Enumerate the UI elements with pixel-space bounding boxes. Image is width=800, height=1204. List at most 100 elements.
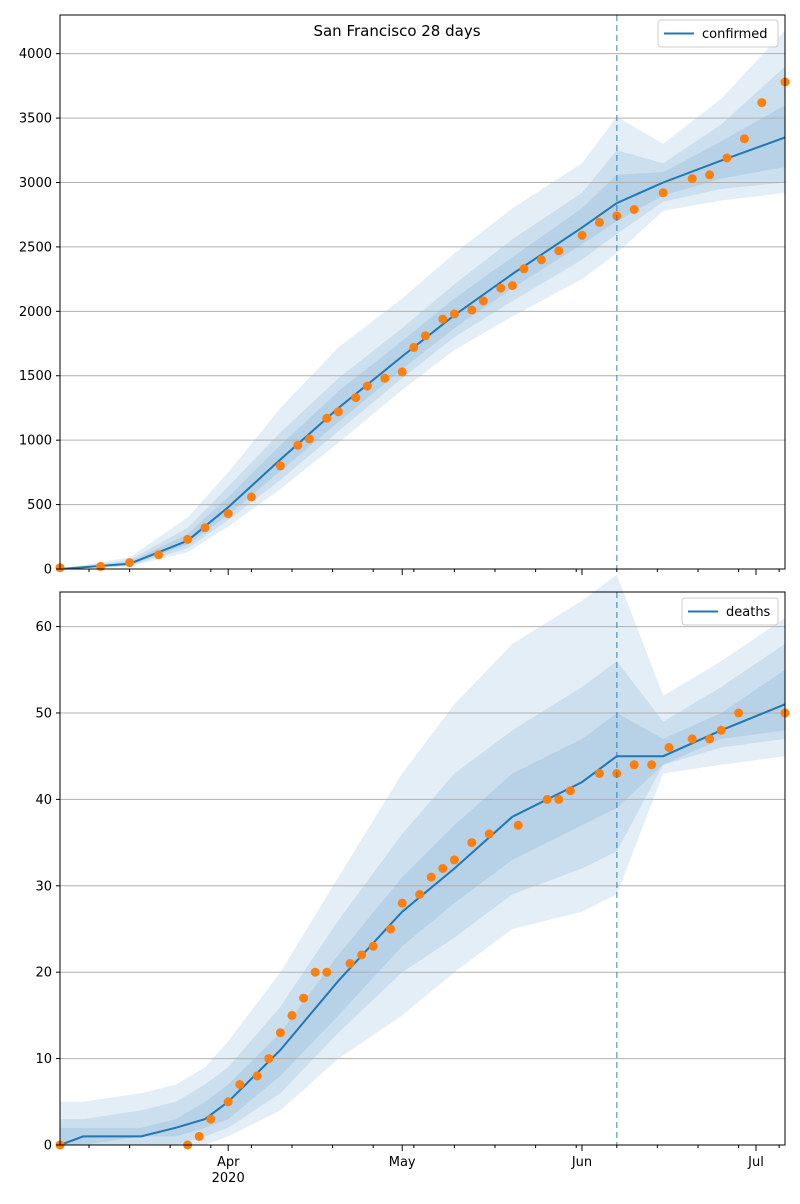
confirmed-y-tick-label: 4000: [19, 47, 52, 62]
confirmed-observed-point: [577, 230, 587, 240]
confirmed-y-axis: 0 500 1000 1500 2000 2500 3000 3500 4000: [19, 47, 60, 578]
deaths-observed-points: [55, 708, 790, 1150]
confirmed-y-tick-label: 3000: [19, 176, 52, 191]
confirmed-plot-border: [59, 14, 786, 570]
confirmed-observed-point: [409, 342, 419, 352]
deaths-y-tick-label: 50: [35, 706, 52, 721]
deaths-observed-point: [734, 708, 744, 718]
confirmed-observed-point: [594, 217, 604, 227]
confirmed-observed-point: [200, 523, 210, 533]
deaths-observed-point: [449, 855, 459, 865]
confirmed-observed-point: [304, 434, 314, 444]
deaths-legend: deaths: [681, 597, 779, 626]
confirmed-axes-frame: [59, 14, 786, 570]
deaths-plot-border: [59, 591, 786, 1146]
confirmed-observed-point: [467, 305, 477, 315]
deaths-observed-point: [264, 1054, 274, 1064]
confirmed-observed-point: [351, 393, 361, 403]
confirmed-observed-point: [293, 440, 303, 450]
confirmed-band-1: [60, 30, 785, 569]
deaths-band-3: [60, 669, 785, 1145]
deaths-observed-point: [484, 829, 494, 839]
confirmed-observed-point: [333, 407, 343, 417]
confirmed-observed-point: [757, 98, 767, 108]
deaths-observed-point: [647, 760, 657, 770]
deaths-observed-point: [386, 924, 396, 934]
deaths-observed-point: [565, 786, 575, 796]
confirmed-observed-point: [658, 188, 668, 198]
deaths-observed-point: [397, 898, 407, 908]
deaths-observed-point: [194, 1131, 204, 1141]
confirmed-chart: 0 500 1000 1500 2000 2500 3000 3500 4000 San Fra…: [19, 14, 790, 578]
deaths-y-tick-label: 20: [35, 966, 52, 981]
legend-label-confirmed: confirmed: [702, 27, 768, 42]
deaths-y-axis: 0 10 20 30 40 50 60: [35, 620, 60, 1154]
confirmed-observed-point: [449, 309, 459, 319]
confirmed-observed-point: [507, 281, 517, 291]
confirmed-observed-point: [223, 509, 233, 519]
deaths-y-tick-label: 0: [44, 1139, 52, 1154]
deaths-x-tick-label: May: [389, 1155, 416, 1170]
confirmed-observed-point: [478, 296, 488, 306]
confirmed-observed-point: [554, 246, 564, 256]
confirmed-observed-point: [629, 205, 639, 214]
confirmed-band-2: [60, 66, 785, 569]
deaths-observed-point: [554, 794, 564, 804]
confirmed-observed-points: [55, 77, 790, 573]
deaths-x-tick-label: Jul: [747, 1155, 764, 1170]
chart-title: San Francisco 28 days: [313, 22, 480, 40]
deaths-observed-point: [542, 794, 552, 804]
deaths-observed-point: [299, 993, 309, 1003]
confirmed-x-axis: [88, 569, 780, 575]
deaths-axes-frame: [59, 591, 786, 1146]
deaths-observed-point: [426, 872, 436, 882]
confirmed-observed-point: [438, 314, 448, 324]
confirmed-y-tick-label: 0: [44, 563, 52, 578]
deaths-x-tick-label: Jun: [571, 1155, 592, 1170]
deaths-observed-point: [629, 760, 639, 770]
confirmed-observed-point: [536, 255, 546, 265]
deaths-observed-point: [223, 1097, 233, 1107]
deaths-observed-point: [310, 967, 320, 977]
confirmed-observed-point: [519, 264, 529, 274]
deaths-observed-point: [275, 1028, 285, 1038]
confirmed-observed-point: [154, 550, 164, 560]
confirmed-y-tick-label: 3500: [19, 112, 52, 127]
deaths-observed-point: [206, 1114, 216, 1124]
deaths-observed-point: [322, 967, 332, 977]
deaths-observed-point: [438, 864, 448, 873]
confirmed-observed-point: [739, 134, 749, 144]
deaths-y-tick-label: 60: [35, 620, 52, 635]
confirmed-y-tick-label: 1500: [19, 369, 52, 384]
deaths-band-1: [60, 574, 785, 1145]
deaths-y-tick-label: 10: [35, 1052, 52, 1067]
deaths-observed-point: [687, 734, 697, 744]
deaths-y-tick-label: 30: [35, 879, 52, 894]
deaths-observed-point: [594, 769, 604, 778]
confirmed-observed-point: [420, 331, 430, 341]
deaths-observed-point: [415, 889, 425, 899]
deaths-observed-point: [467, 838, 477, 848]
confirmed-observed-point: [705, 170, 715, 180]
confirmed-observed-point: [246, 492, 256, 502]
confirmed-observed-point: [183, 534, 193, 544]
deaths-observed-point: [345, 959, 355, 968]
confirmed-observed-point: [687, 174, 697, 184]
deaths-gridlines: [60, 626, 785, 1146]
deaths-observed-point: [252, 1071, 262, 1081]
confirmed-observed-point: [397, 367, 407, 377]
deaths-y-tick-label: 40: [35, 793, 52, 808]
confirmed-observed-point: [322, 413, 332, 423]
confirmed-y-tick-label: 500: [27, 498, 52, 513]
deaths-observed-point: [513, 820, 523, 830]
confirmed-y-tick-label: 1000: [19, 434, 52, 449]
deaths-x-tick-label: Apr: [217, 1155, 240, 1170]
deaths-observed-point: [357, 950, 367, 960]
confirmed-observed-point: [722, 153, 732, 163]
deaths-observed-point: [705, 734, 715, 744]
legend-label-deaths: deaths: [726, 605, 771, 620]
deaths-x-tick-year-label: 2020: [212, 1171, 245, 1186]
